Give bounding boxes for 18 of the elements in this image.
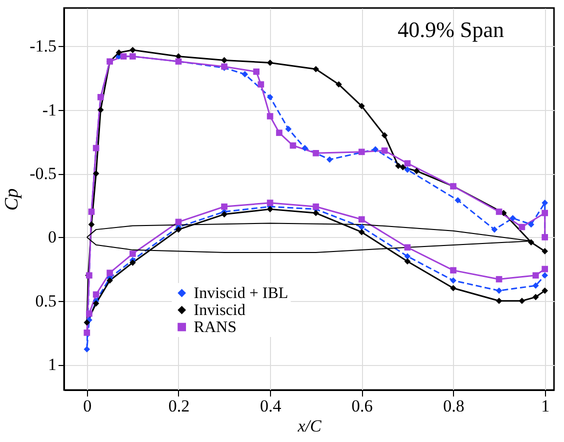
y-tick-label: 1 xyxy=(48,355,56,374)
x-tick-label: 0.2 xyxy=(168,396,190,416)
x-tick-label: 0.4 xyxy=(260,396,282,416)
y-tick-label: -0.5 xyxy=(30,164,56,184)
x-tick-label: 0 xyxy=(83,396,92,416)
x-tick-label: 0.8 xyxy=(443,396,464,416)
y-tick-label: 0.5 xyxy=(35,291,56,310)
legend-label: Inviscid + IBL xyxy=(194,285,288,302)
y-tick-label: 0 xyxy=(48,228,56,247)
x-tick-label: 1 xyxy=(541,396,550,416)
chart-title: 40.9% Span xyxy=(398,17,504,42)
y-tick-label: -1.5 xyxy=(30,36,56,56)
y-axis-title: Cp xyxy=(2,188,23,211)
legend-label: RANS xyxy=(194,319,236,336)
y-tick-label: -1 xyxy=(42,100,56,120)
x-tick-label: 0.6 xyxy=(352,396,373,416)
x-axis-title: x/C xyxy=(296,416,322,436)
legend-label: Inviscid xyxy=(194,302,246,320)
